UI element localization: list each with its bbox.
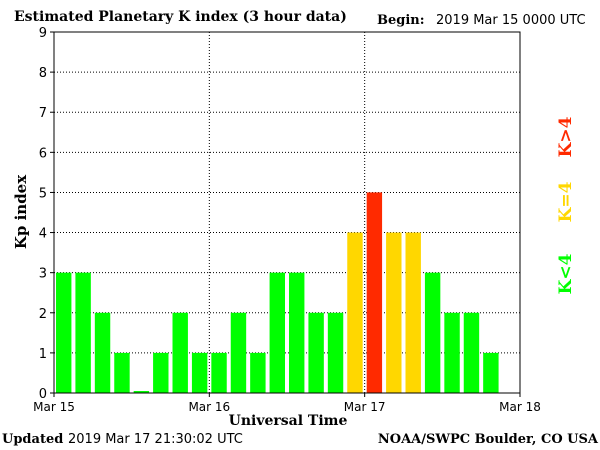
y-tick-label: 2: [39, 307, 47, 322]
kp-bar: [405, 232, 421, 393]
y-tick-label: 3: [39, 267, 47, 282]
updated-label: Updated: [2, 432, 63, 447]
y-tick-label: 0: [39, 387, 47, 402]
kp-bar: [172, 312, 188, 393]
x-tick-label: Mar 18: [499, 400, 541, 414]
kp-bar: [230, 312, 247, 393]
y-tick-label: 5: [39, 186, 47, 201]
kp-bar: [308, 312, 324, 393]
kp-bar: [75, 272, 91, 393]
kp-bar: [269, 272, 285, 393]
kp-bar: [191, 352, 208, 393]
legend-k-above-4: K>4: [556, 116, 576, 157]
kp-bar: [386, 232, 402, 393]
source-credit: NOAA/SWPC Boulder, CO USA: [378, 432, 599, 447]
y-tick-label: 9: [39, 26, 47, 41]
kp-bar: [424, 272, 441, 393]
x-axis-label: Universal Time: [229, 413, 348, 429]
x-tick-label: Mar 17: [344, 400, 386, 414]
y-axis-label: Kp index: [12, 174, 30, 249]
legend-k-equal-4: K=4: [556, 181, 576, 222]
grid-lines: [54, 32, 520, 393]
x-tick-label: Mar 15: [33, 400, 75, 414]
kp-bar: [483, 352, 499, 393]
kp-bar: [56, 272, 72, 393]
kp-bar: [327, 312, 344, 393]
y-ticks: 0 1 2 3 4 5 6 7 8 9: [39, 26, 54, 402]
kp-bar: [289, 272, 305, 393]
legend-k-below-4: K<4: [556, 253, 576, 294]
plot-frame: [53, 31, 521, 394]
y-tick-label: 1: [39, 347, 47, 362]
begin-value: 2019 Mar 15 0000 UTC: [436, 13, 586, 28]
y-tick-label: 7: [39, 106, 47, 121]
chart-title: Estimated Planetary K index (3 hour data…: [14, 9, 347, 25]
kp-bar: [94, 312, 111, 393]
kp-bar: [211, 352, 227, 393]
updated-value: 2019 Mar 17 21:30:02 UTC: [68, 432, 243, 447]
x-ticks: Mar 15 Mar 16 Mar 17 Mar 18: [33, 393, 541, 414]
kp-bar: [347, 232, 363, 393]
y-tick-label: 6: [39, 146, 47, 161]
bar-series: [56, 192, 499, 393]
begin-label: Begin:: [377, 13, 425, 28]
kp-bar: [444, 312, 460, 393]
x-tick-label: Mar 16: [188, 400, 230, 414]
y-tick-label: 4: [39, 227, 47, 242]
kp-bar: [366, 192, 383, 393]
kp-bar: [114, 352, 130, 393]
kp-bar: [463, 312, 480, 393]
y-tick-label: 8: [39, 66, 47, 81]
kp-bar: [250, 352, 266, 393]
kp-bar: [153, 352, 169, 393]
kp-bar: [133, 390, 150, 393]
